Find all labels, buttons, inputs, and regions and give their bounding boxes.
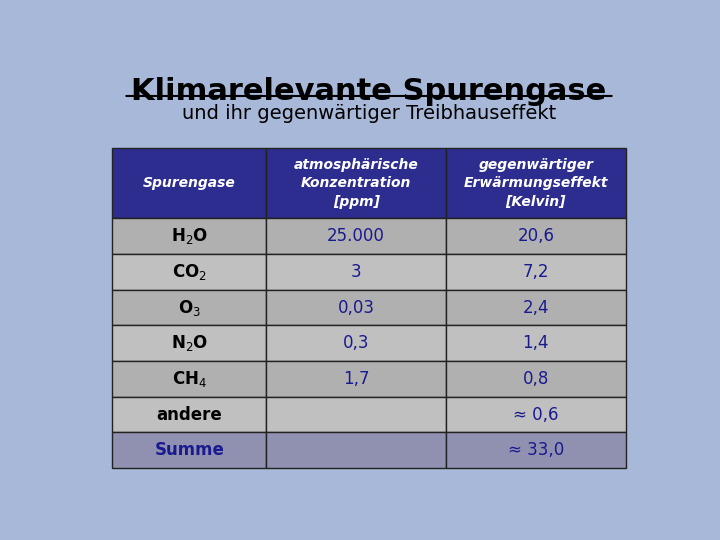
Text: ≈ 0,6: ≈ 0,6 bbox=[513, 406, 559, 423]
Text: 3: 3 bbox=[351, 263, 361, 281]
Text: 0,8: 0,8 bbox=[523, 370, 549, 388]
Text: 2,4: 2,4 bbox=[523, 299, 549, 316]
Text: 7,2: 7,2 bbox=[523, 263, 549, 281]
Bar bbox=[112, 397, 266, 433]
Bar bbox=[112, 326, 266, 361]
Bar bbox=[266, 361, 446, 397]
Text: Spurengase: Spurengase bbox=[143, 176, 235, 190]
Text: andere: andere bbox=[156, 406, 222, 423]
Bar bbox=[446, 397, 626, 433]
Bar bbox=[446, 254, 626, 290]
Bar bbox=[266, 326, 446, 361]
Bar bbox=[446, 433, 626, 468]
Text: und ihr gegenwärtiger Treibhauseffekt: und ihr gegenwärtiger Treibhauseffekt bbox=[182, 104, 556, 123]
Bar bbox=[112, 254, 266, 290]
Bar bbox=[446, 218, 626, 254]
Text: N$_2$O: N$_2$O bbox=[171, 333, 208, 353]
Bar bbox=[266, 397, 446, 433]
Text: O$_3$: O$_3$ bbox=[178, 298, 201, 318]
Bar bbox=[112, 290, 266, 326]
Bar bbox=[446, 148, 626, 218]
Text: 1,7: 1,7 bbox=[343, 370, 369, 388]
Text: 0,3: 0,3 bbox=[343, 334, 369, 352]
Bar bbox=[112, 433, 266, 468]
Text: CH$_4$: CH$_4$ bbox=[172, 369, 207, 389]
Bar bbox=[266, 148, 446, 218]
Text: ≈ 33,0: ≈ 33,0 bbox=[508, 441, 564, 460]
Text: 1,4: 1,4 bbox=[523, 334, 549, 352]
Bar bbox=[446, 361, 626, 397]
Bar bbox=[112, 148, 266, 218]
Bar bbox=[266, 218, 446, 254]
Text: gegenwärtiger
Erwärmungseffekt
[Kelvin]: gegenwärtiger Erwärmungseffekt [Kelvin] bbox=[464, 158, 608, 208]
Bar bbox=[266, 290, 446, 326]
Bar bbox=[266, 433, 446, 468]
Text: 25.000: 25.000 bbox=[327, 227, 385, 245]
Bar bbox=[446, 326, 626, 361]
Text: H$_2$O: H$_2$O bbox=[171, 226, 208, 246]
Text: CO$_2$: CO$_2$ bbox=[172, 262, 207, 282]
Text: Summe: Summe bbox=[154, 441, 224, 460]
Text: 20,6: 20,6 bbox=[518, 227, 554, 245]
Bar bbox=[112, 218, 266, 254]
Text: Klimarelevante Spurengase: Klimarelevante Spurengase bbox=[131, 77, 607, 106]
Bar bbox=[266, 254, 446, 290]
Text: atmosphärische
Konzentration
[ppm]: atmosphärische Konzentration [ppm] bbox=[294, 158, 418, 208]
Bar bbox=[112, 361, 266, 397]
Bar bbox=[446, 290, 626, 326]
Text: 0,03: 0,03 bbox=[338, 299, 374, 316]
